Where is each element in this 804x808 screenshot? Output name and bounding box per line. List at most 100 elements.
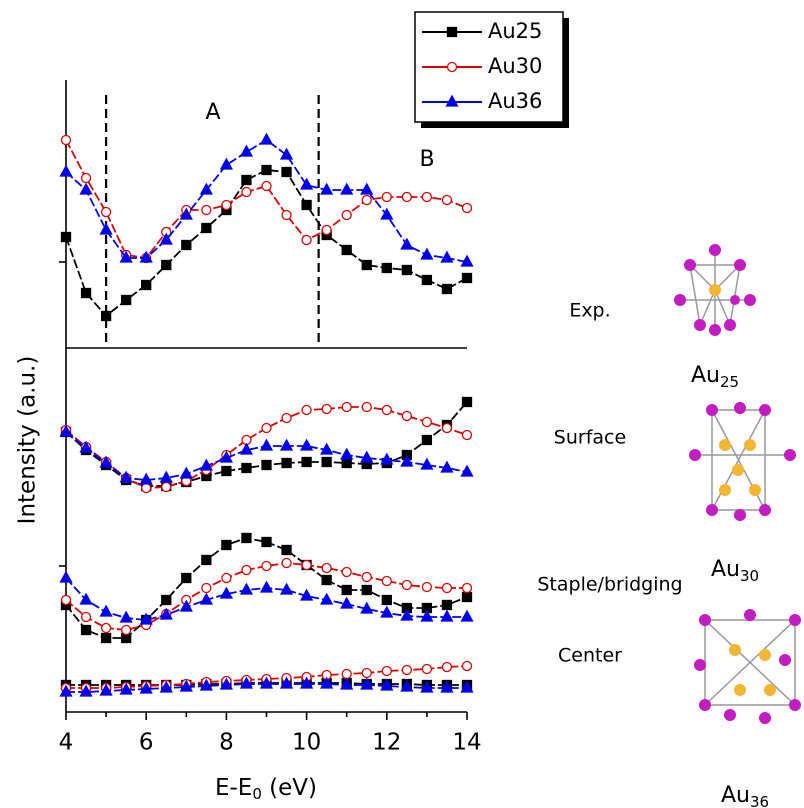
point <box>182 241 191 250</box>
point <box>463 593 472 602</box>
point <box>342 670 351 679</box>
point <box>262 424 271 433</box>
point <box>302 201 311 210</box>
point <box>82 626 91 635</box>
point <box>362 403 371 412</box>
point <box>442 285 451 294</box>
point <box>262 461 271 470</box>
figure: 468101214E-E0 (eV)Intensity (a.u.)ABExp.… <box>0 0 804 808</box>
group-label: Staple/bridging <box>537 574 682 596</box>
point <box>222 541 231 550</box>
x-label-rest: (eV) <box>262 775 317 801</box>
point <box>281 149 292 159</box>
point <box>382 596 391 605</box>
point <box>442 584 451 593</box>
point <box>463 398 472 407</box>
legend: Au25 Au30 Au36 <box>415 12 569 128</box>
point <box>282 211 291 220</box>
point <box>342 586 351 595</box>
point <box>322 458 331 467</box>
legend-label: Au25 <box>488 19 542 43</box>
point <box>262 166 271 175</box>
point <box>101 224 112 234</box>
point <box>342 246 351 255</box>
point <box>222 201 231 210</box>
point <box>281 440 292 450</box>
point <box>422 665 431 674</box>
point <box>463 274 472 283</box>
point <box>261 582 272 592</box>
group-label: Center <box>558 645 622 667</box>
point <box>261 440 272 450</box>
point <box>82 174 91 183</box>
point <box>81 594 92 604</box>
point <box>402 412 411 421</box>
x-tick-label: 12 <box>372 730 401 756</box>
point <box>241 146 252 156</box>
point <box>282 459 291 468</box>
point <box>402 666 411 675</box>
point <box>342 459 351 468</box>
point <box>362 196 371 205</box>
legend-label: Au30 <box>488 54 542 78</box>
structure-label: Au25 <box>691 363 739 391</box>
x-tick-label: 10 <box>292 730 321 756</box>
point <box>282 168 291 177</box>
x-label-sub: 0 <box>252 785 262 803</box>
point <box>301 440 312 450</box>
point <box>222 574 231 583</box>
annotation: B <box>419 147 434 172</box>
point <box>82 613 91 622</box>
point <box>61 166 72 176</box>
point <box>101 606 112 616</box>
point <box>62 233 71 242</box>
series <box>61 572 473 624</box>
point <box>102 208 111 217</box>
structure-sub: 36 <box>750 793 769 808</box>
point <box>442 424 451 433</box>
point <box>122 296 131 305</box>
point <box>463 584 472 593</box>
legend-marker <box>448 28 457 37</box>
point <box>122 626 131 635</box>
point <box>382 667 391 676</box>
point <box>361 184 372 194</box>
point <box>282 559 291 568</box>
point <box>362 669 371 678</box>
point <box>242 188 251 197</box>
point <box>282 414 291 423</box>
point <box>142 484 151 493</box>
point <box>342 568 351 577</box>
point <box>62 596 71 605</box>
point <box>322 564 331 573</box>
point <box>142 281 151 290</box>
legend-label: Au36 <box>488 89 542 113</box>
point <box>202 584 211 593</box>
point <box>382 264 391 273</box>
point <box>382 577 391 586</box>
point <box>322 226 331 235</box>
point <box>182 574 191 583</box>
point <box>162 261 171 270</box>
au25-structure <box>674 244 756 336</box>
point <box>341 598 352 608</box>
point <box>302 458 311 467</box>
point <box>422 193 431 202</box>
point <box>162 596 171 605</box>
point <box>442 663 451 672</box>
point <box>422 436 431 445</box>
point <box>341 449 352 459</box>
point <box>462 611 473 621</box>
point <box>61 572 72 582</box>
point <box>422 583 431 592</box>
structure-base: Au <box>721 783 750 808</box>
point <box>222 467 231 476</box>
au36-structure <box>694 609 801 724</box>
structure-sub: 25 <box>720 373 739 391</box>
point <box>282 546 291 555</box>
point <box>82 289 91 298</box>
point <box>262 182 271 191</box>
point <box>261 134 272 144</box>
structure-label: Au36 <box>721 783 769 808</box>
annotation: A <box>205 100 220 125</box>
